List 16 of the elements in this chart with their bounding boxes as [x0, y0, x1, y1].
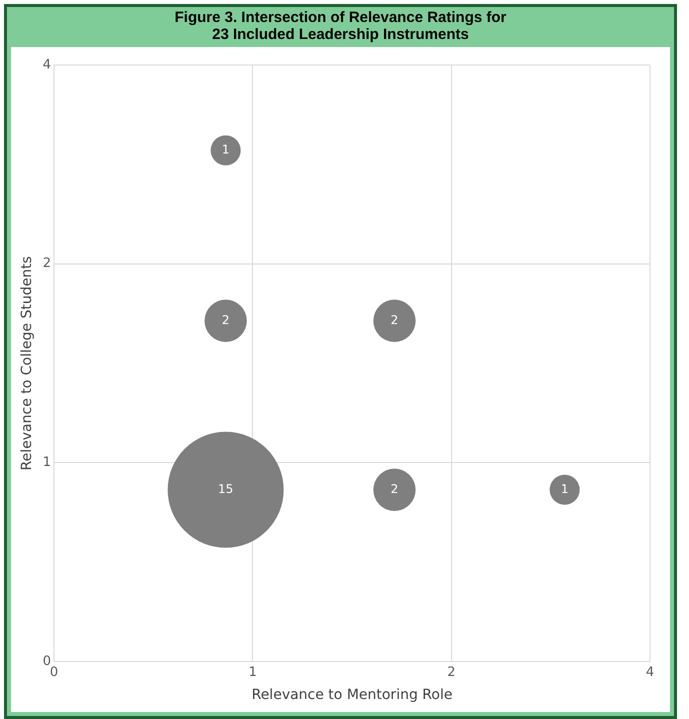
annotation: 2	[222, 312, 230, 327]
y-tick-label: 2	[42, 256, 52, 272]
y-tick-label: 4	[42, 57, 52, 72]
x-tick-label: 1	[248, 664, 257, 680]
y-tick-label: 1	[42, 455, 52, 470]
annotation: 2	[390, 312, 398, 327]
annotation: 1	[222, 142, 230, 157]
annotation: 15	[218, 482, 234, 496]
x-axis-title: Relevance to Mentoring Role	[252, 687, 452, 704]
y-tick-label: 0	[42, 654, 52, 669]
y-axis-title: Relevance to College Students	[19, 256, 36, 470]
x-tick-label: 2	[447, 664, 456, 680]
annotation: 1	[560, 482, 568, 496]
chart-title: Figure 3. Intersection of Relevance Ratings for 23 Included Leadership Instruments	[174, 8, 508, 45]
annotation: 2	[390, 482, 398, 496]
x-tick-label: 4	[646, 664, 654, 680]
